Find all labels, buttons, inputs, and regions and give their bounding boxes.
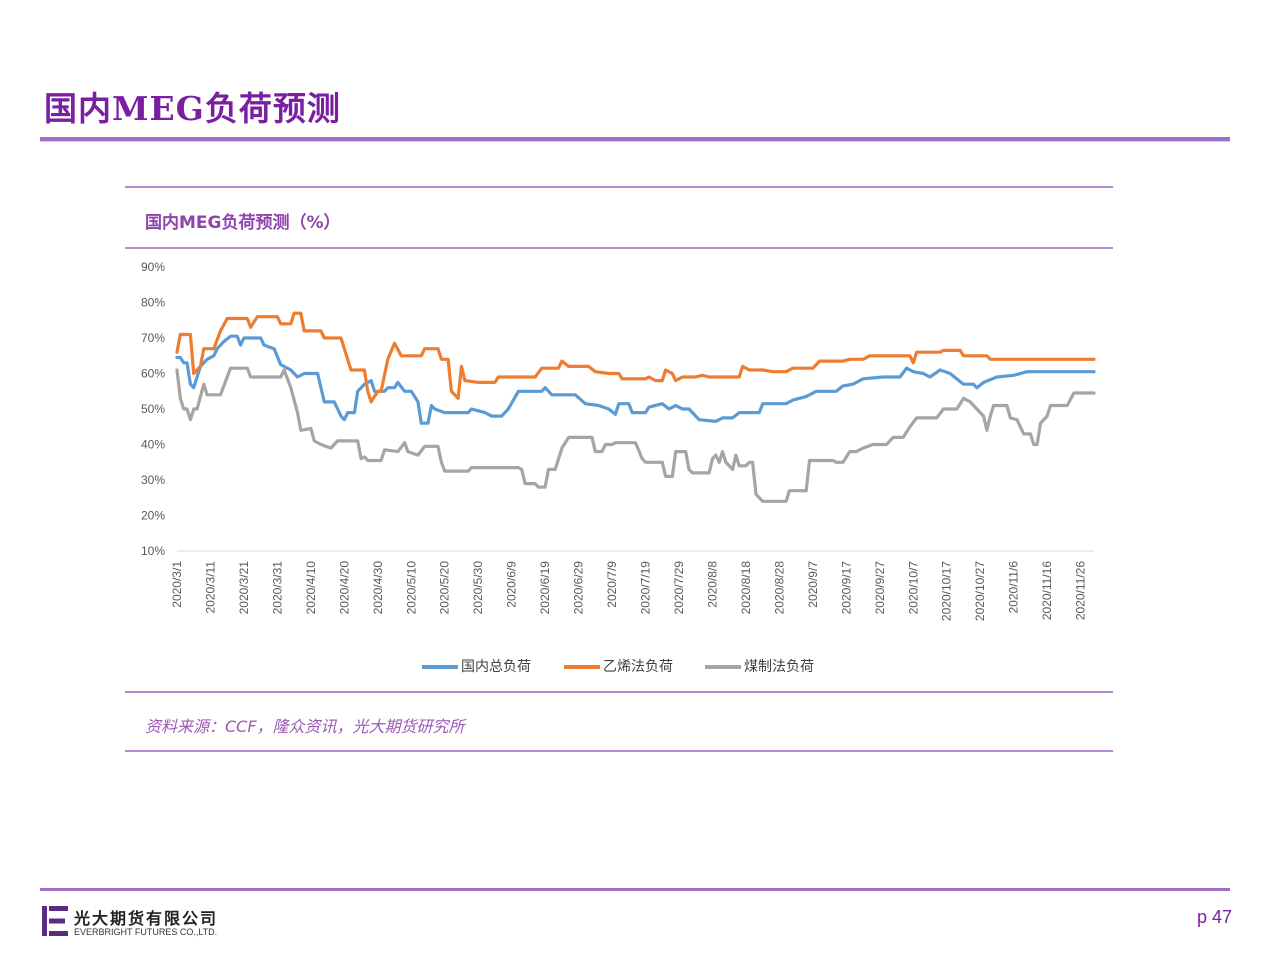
legend-swatch-total [422, 665, 458, 669]
source-rule [125, 750, 1113, 752]
company-logo-icon [42, 906, 68, 936]
legend-label-ethylene: 乙烯法负荷 [603, 659, 673, 675]
chart-heading-rule [125, 247, 1113, 249]
legend-label-total: 国内总负荷 [461, 659, 531, 675]
y-tick-label: 40% [141, 438, 165, 452]
y-tick-label: 80% [141, 296, 165, 310]
x-tick-label: 2020/10/7 [906, 561, 920, 615]
legend-coal: 煤制法负荷 [705, 656, 814, 676]
x-tick-label: 2020/3/1 [170, 561, 184, 608]
page-number: p 47 [1196, 907, 1232, 927]
x-tick-label: 2020/11/26 [1074, 561, 1088, 620]
x-tick-label: 2020/5/20 [438, 561, 452, 615]
x-tick-label: 2020/8/28 [772, 561, 786, 615]
legend-total: 国内总负荷 [422, 656, 531, 676]
x-tick-label: 2020/3/11 [203, 561, 217, 614]
x-tick-label: 2020/6/29 [572, 561, 586, 615]
x-tick-label: 2020/9/27 [873, 561, 887, 615]
title-rule-shadow [40, 141, 1230, 142]
x-tick-label: 2020/7/29 [672, 561, 686, 615]
legend-swatch-coal [705, 665, 741, 669]
x-tick-label: 2020/6/9 [505, 561, 519, 608]
legend-ethylene: 乙烯法负荷 [564, 656, 673, 676]
company-name-en: EVERBRIGHT FUTURES CO.,LTD. [74, 927, 218, 937]
title-rule [40, 137, 1230, 141]
x-tick-label: 2020/3/21 [237, 561, 251, 615]
x-tick-label: 2020/10/17 [940, 561, 954, 621]
x-tick-label: 2020/9/17 [839, 561, 853, 615]
y-tick-label: 60% [141, 367, 165, 381]
footer-rule [40, 888, 1230, 891]
x-tick-label: 2020/7/9 [605, 561, 619, 608]
x-tick-label: 2020/10/27 [973, 561, 987, 621]
x-tick-label: 2020/4/20 [337, 561, 351, 615]
page-title: 国内MEG负荷预测 [44, 89, 341, 128]
source-note: 资料来源：CCF，隆众资讯，光大期货研究所 [145, 717, 465, 736]
x-tick-label: 2020/4/30 [371, 561, 385, 615]
x-tick-label: 2020/11/6 [1007, 561, 1021, 614]
x-tick-label: 2020/11/16 [1040, 561, 1054, 620]
series-line-1 [175, 311, 1096, 404]
x-tick-label: 2020/5/10 [404, 561, 418, 615]
chart-top-rule [125, 186, 1113, 188]
company-name-cn: 光大期货有限公司 [74, 909, 219, 928]
y-tick-label: 20% [141, 509, 165, 523]
x-tick-label: 2020/6/19 [538, 561, 552, 615]
legend-label-coal: 煤制法负荷 [744, 659, 814, 675]
x-tick-label: 2020/7/19 [639, 561, 653, 615]
series-line-0 [175, 334, 1096, 425]
y-tick-label: 90% [141, 260, 165, 274]
x-tick-label: 2020/4/10 [304, 561, 318, 615]
y-tick-label: 70% [141, 331, 165, 345]
x-tick-label: 2020/5/30 [471, 561, 485, 615]
chart-heading: 国内MEG负荷预测（%） [145, 213, 341, 233]
x-tick-label: 2020/8/8 [705, 561, 719, 608]
legend-swatch-ethylene [564, 665, 600, 669]
series-line-2 [175, 366, 1096, 503]
x-tick-label: 2020/8/18 [739, 561, 753, 615]
y-tick-label: 50% [141, 402, 165, 416]
y-tick-label: 10% [141, 544, 165, 558]
y-tick-label: 30% [141, 473, 165, 487]
chart-area: 10% 20% 30% 40% 50% 60% 70% 80% 90% 2020/3/1 2020/… [141, 260, 1096, 621]
x-tick-label: 2020/3/31 [270, 561, 284, 615]
x-tick-label: 2020/9/7 [806, 561, 820, 608]
chart-bottom-rule [125, 691, 1113, 693]
